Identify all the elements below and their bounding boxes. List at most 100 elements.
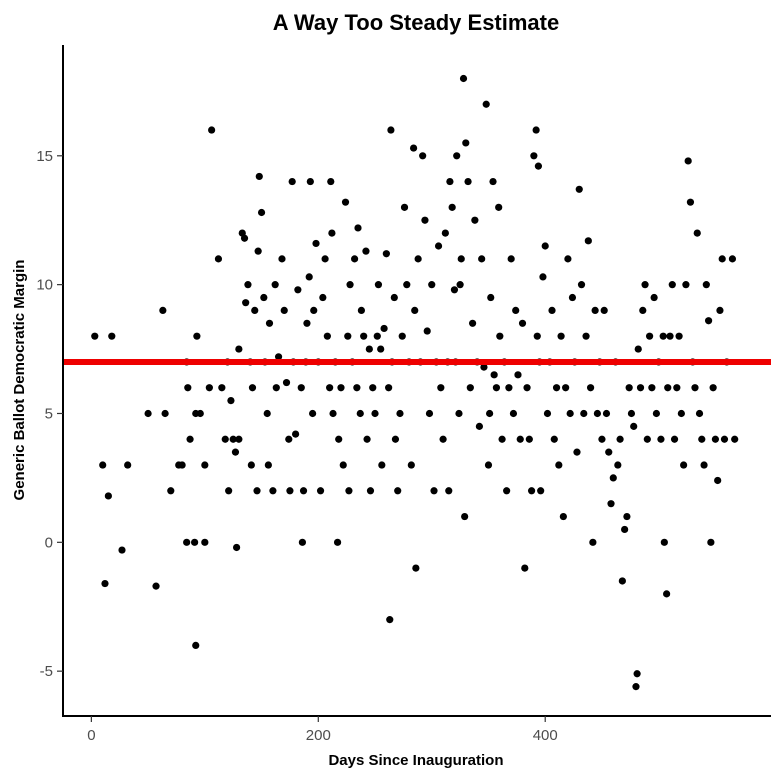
data-point bbox=[412, 564, 420, 572]
data-point bbox=[191, 538, 199, 546]
data-point bbox=[414, 255, 422, 263]
data-point bbox=[441, 229, 449, 237]
data-point bbox=[698, 435, 706, 443]
data-point bbox=[525, 435, 533, 443]
y-tick-label: 5 bbox=[45, 405, 53, 422]
data-point bbox=[505, 384, 513, 392]
data-point bbox=[91, 332, 99, 340]
data-point bbox=[108, 332, 116, 340]
data-point bbox=[225, 487, 233, 495]
data-point bbox=[591, 306, 599, 315]
data-point bbox=[363, 435, 371, 443]
data-point bbox=[589, 538, 597, 546]
data-point bbox=[498, 435, 506, 443]
data-point bbox=[496, 332, 504, 340]
data-point bbox=[573, 448, 581, 456]
data-point bbox=[503, 487, 511, 495]
data-point bbox=[478, 255, 486, 263]
data-point bbox=[657, 435, 665, 443]
y-axis-label: Generic Ballot Democratic Margin bbox=[11, 260, 28, 501]
data-point bbox=[286, 487, 294, 495]
data-point bbox=[159, 306, 167, 315]
data-point bbox=[492, 384, 501, 392]
data-point bbox=[398, 332, 406, 340]
y-tick-label: 10 bbox=[36, 277, 53, 294]
data-point bbox=[682, 281, 690, 289]
data-point bbox=[297, 384, 305, 392]
data-point bbox=[218, 384, 226, 392]
data-point bbox=[411, 306, 419, 315]
data-point bbox=[541, 242, 549, 250]
data-point bbox=[377, 345, 385, 353]
data-point bbox=[568, 293, 577, 302]
data-point bbox=[468, 319, 477, 327]
data-point bbox=[356, 409, 364, 418]
data-point bbox=[196, 409, 204, 418]
data-point bbox=[101, 579, 109, 588]
x-tick-label: 200 bbox=[306, 727, 331, 744]
data-point bbox=[464, 177, 472, 186]
x-ticks: 0 200 400 bbox=[87, 716, 558, 744]
data-point bbox=[704, 317, 713, 325]
data-point bbox=[618, 577, 626, 585]
data-point bbox=[260, 293, 268, 302]
data-point bbox=[263, 409, 271, 418]
data-point bbox=[489, 177, 497, 186]
data-point bbox=[248, 384, 257, 392]
data-point bbox=[600, 306, 608, 315]
data-point bbox=[407, 461, 415, 469]
data-point bbox=[533, 332, 541, 340]
data-point bbox=[371, 409, 379, 418]
data-point bbox=[299, 487, 308, 495]
data-point bbox=[425, 409, 434, 418]
data-point bbox=[365, 345, 373, 353]
data-point bbox=[486, 409, 494, 418]
data-point bbox=[673, 384, 681, 392]
data-point bbox=[291, 430, 300, 438]
data-point bbox=[609, 474, 617, 482]
data-point bbox=[471, 216, 479, 224]
data-point bbox=[104, 492, 112, 500]
data-point bbox=[400, 203, 409, 211]
data-point bbox=[495, 203, 503, 211]
data-point bbox=[99, 461, 107, 469]
data-point bbox=[623, 512, 631, 521]
data-point bbox=[282, 378, 291, 387]
data-point bbox=[450, 286, 459, 294]
data-point bbox=[707, 538, 715, 546]
data-point bbox=[274, 353, 283, 361]
data-point bbox=[716, 306, 724, 315]
data-point bbox=[214, 255, 223, 263]
data-point bbox=[457, 255, 465, 263]
data-point bbox=[695, 409, 704, 418]
data-point bbox=[255, 172, 263, 181]
data-point bbox=[269, 487, 277, 495]
data-point bbox=[448, 203, 456, 211]
data-point bbox=[650, 293, 658, 302]
data-point bbox=[231, 448, 240, 456]
data-point bbox=[562, 384, 570, 392]
data-point bbox=[357, 306, 366, 315]
data-point bbox=[714, 476, 722, 485]
data-point bbox=[664, 384, 672, 392]
data-point bbox=[333, 538, 342, 546]
data-point bbox=[391, 435, 400, 443]
data-point bbox=[557, 332, 565, 340]
data-point bbox=[382, 250, 390, 258]
data-point bbox=[490, 371, 498, 379]
data-point bbox=[537, 487, 545, 495]
data-point bbox=[118, 546, 126, 554]
data-point bbox=[350, 255, 359, 263]
data-point bbox=[344, 332, 352, 340]
data-point bbox=[434, 242, 443, 250]
data-point bbox=[634, 345, 642, 353]
data-point bbox=[321, 255, 329, 263]
data-point bbox=[366, 487, 375, 495]
data-point bbox=[337, 384, 345, 392]
data-point bbox=[487, 293, 495, 302]
data-point bbox=[445, 487, 453, 495]
data-point bbox=[374, 281, 383, 289]
data-point bbox=[309, 409, 317, 418]
y-tick-label: 15 bbox=[36, 148, 53, 165]
data-point bbox=[670, 435, 679, 443]
